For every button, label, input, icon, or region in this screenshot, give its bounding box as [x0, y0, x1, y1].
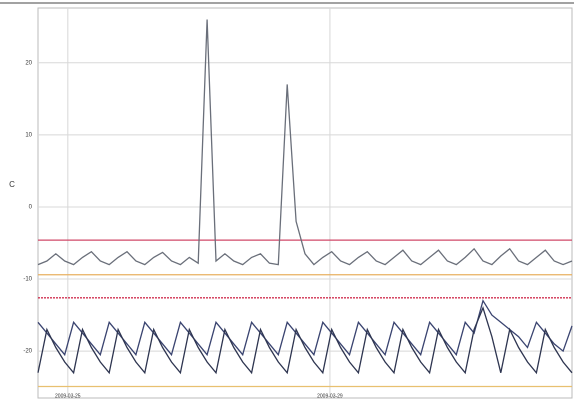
y-axis-label: C: [9, 180, 15, 189]
plot-frame: [37, 7, 573, 399]
y-tick-label: 20: [25, 60, 32, 66]
series-line: [37, 305, 573, 375]
y-tick-label: -20: [23, 349, 32, 355]
series-line: [37, 19, 573, 266]
y-tick-label: 0: [29, 205, 33, 211]
series-line: [37, 299, 573, 357]
y-tick-label: 10: [25, 132, 32, 138]
x-tick-label: 2009-03-29: [317, 393, 343, 399]
x-tick-label: 2009-03-25: [55, 393, 81, 399]
y-tick-label: -10: [23, 277, 32, 283]
